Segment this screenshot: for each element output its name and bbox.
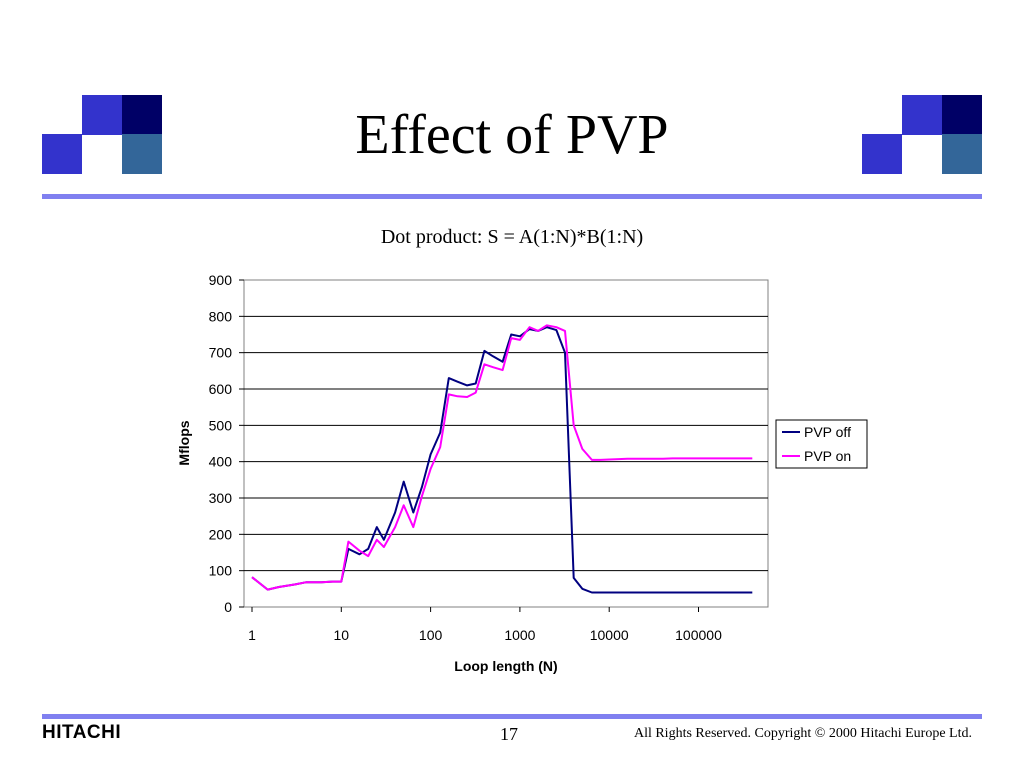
y-tick-label: 900 bbox=[209, 272, 233, 288]
series-line-pvp-off bbox=[251, 326, 753, 594]
x-axis-ticks: 1 10 100 1000 10000 100000 bbox=[248, 607, 722, 643]
y-tick-label: 400 bbox=[209, 454, 233, 470]
x-tick-label: 10 bbox=[334, 627, 350, 643]
decor-square-5 bbox=[902, 95, 942, 135]
decor-square-8 bbox=[942, 134, 982, 174]
y-tick-label: 600 bbox=[209, 381, 233, 397]
decor-square-2 bbox=[122, 95, 162, 135]
legend-label-pvp-off: PVP off bbox=[804, 424, 851, 440]
y-tick-label: 700 bbox=[209, 345, 233, 361]
decor-square-6 bbox=[942, 95, 982, 135]
x-tick-label: 10000 bbox=[590, 627, 629, 643]
legend: PVP off PVP on bbox=[775, 419, 868, 469]
x-axis-label: Loop length (N) bbox=[454, 658, 557, 674]
legend-box bbox=[775, 419, 868, 469]
slide-title: Effect of PVP bbox=[355, 104, 669, 166]
x-tick-label: 100000 bbox=[675, 627, 722, 643]
y-tick-label: 300 bbox=[209, 490, 233, 506]
y-axis-label: Mflops bbox=[176, 420, 192, 465]
decor-square-3 bbox=[42, 134, 82, 174]
chart: Dot product: S = A(1:N)*B(1:N) 0 100 200 30… bbox=[176, 226, 868, 674]
x-tick-label: 1 bbox=[248, 627, 256, 643]
decor-square-1 bbox=[82, 95, 122, 135]
hitachi-logo: HITACHI bbox=[42, 722, 122, 743]
chart-title: Dot product: S = A(1:N)*B(1:N) bbox=[381, 226, 643, 248]
decor-square-7 bbox=[862, 134, 902, 174]
series-line-pvp-on bbox=[251, 324, 753, 591]
series-layer bbox=[251, 324, 753, 594]
y-tick-label: 500 bbox=[209, 417, 233, 433]
y-tick-label: 100 bbox=[209, 563, 233, 579]
x-tick-label: 1000 bbox=[504, 627, 535, 643]
y-axis-ticks: 0 100 200 300 400 500 600 700 800 900 bbox=[209, 272, 244, 615]
page-number: 17 bbox=[500, 724, 518, 744]
legend-label-pvp-on: PVP on bbox=[804, 448, 851, 464]
grid-lines bbox=[244, 315, 768, 572]
x-tick-label: 100 bbox=[419, 627, 443, 643]
copyright-notice: All Rights Reserved. Copyright © 2000 Hi… bbox=[633, 726, 972, 741]
plot-area bbox=[243, 279, 769, 608]
top-rule bbox=[42, 194, 982, 199]
decor-square-4 bbox=[122, 134, 162, 174]
bottom-rule bbox=[42, 714, 982, 719]
y-tick-label: 800 bbox=[209, 308, 233, 324]
y-tick-label: 200 bbox=[209, 526, 233, 542]
y-tick-label: 0 bbox=[224, 599, 232, 615]
